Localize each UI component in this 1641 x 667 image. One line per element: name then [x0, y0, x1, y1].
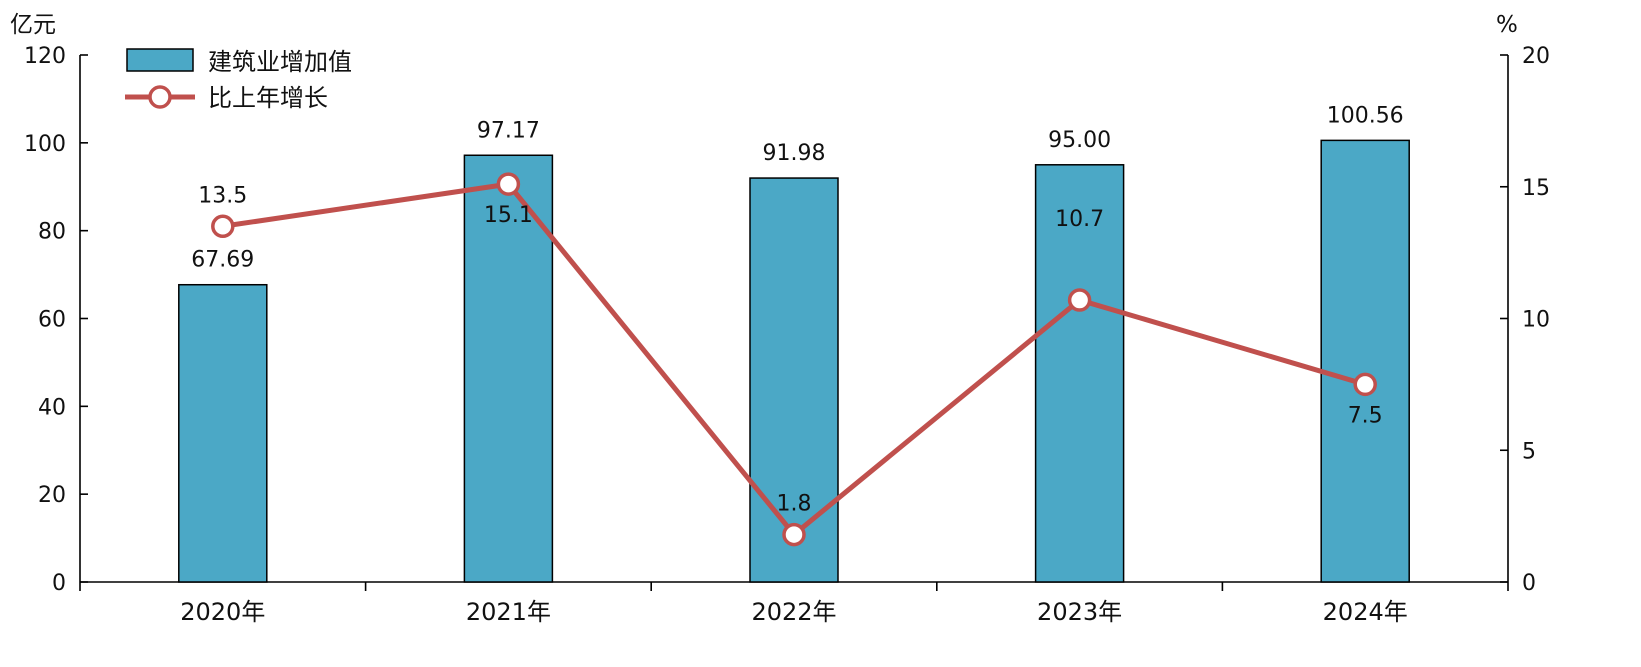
line-data-label: 1.8	[777, 492, 812, 517]
bar	[178, 283, 268, 583]
x-tick-label: 2023年	[1037, 598, 1122, 626]
right-y-tick-label: 5	[1522, 439, 1536, 464]
x-tick-label: 2020年	[180, 598, 265, 626]
left-y-tick-label: 60	[38, 308, 66, 333]
x-tick-label: 2022年	[751, 598, 836, 626]
line-data-label: 15.1	[484, 203, 533, 228]
left-y-tick-label: 0	[52, 571, 66, 596]
line-data-label: 7.5	[1348, 403, 1383, 428]
x-tick-label: 2021年	[466, 598, 551, 626]
bar-data-labels: 67.69 97.17 91.98 95.00 100.56	[191, 103, 1403, 272]
line-point	[1067, 288, 1092, 312]
line-point	[211, 214, 235, 239]
legend-line-label: 比上年增长	[208, 84, 328, 112]
left-y-tick-label: 100	[24, 132, 66, 157]
line-point	[1353, 372, 1377, 397]
right-y-tick-label: 20	[1522, 44, 1550, 69]
line-data-labels: 13.5 15.1 1.8 10.7 7.5	[198, 183, 1382, 516]
bar-series	[178, 139, 1410, 583]
bar-data-label: 100.56	[1327, 103, 1404, 128]
right-axis-unit: %	[1496, 12, 1518, 38]
legend-bar-swatch	[126, 48, 194, 72]
axes: 0 20 40 60 80 100 120 0 5 10 15 20 2020年 2021年 2022年 20…	[10, 12, 1550, 626]
bar-data-label: 97.17	[477, 118, 540, 143]
left-axis-unit: 亿元	[10, 12, 56, 38]
bar	[749, 177, 839, 583]
line-point	[496, 172, 521, 196]
left-y-tick-label: 40	[38, 395, 66, 420]
legend-bar-label: 建筑业增加值	[208, 48, 352, 76]
x-tick-label: 2024年	[1323, 598, 1408, 626]
left-y-tick-label: 20	[38, 483, 66, 508]
bar	[463, 154, 554, 583]
right-y-tick-label: 0	[1522, 571, 1536, 596]
line-point	[782, 522, 806, 547]
bar	[1034, 164, 1125, 583]
bar	[1320, 139, 1410, 583]
bar-data-label: 95.00	[1048, 128, 1111, 153]
right-y-tick-label: 15	[1522, 176, 1550, 201]
line-series	[211, 172, 1377, 547]
right-y-tick-label: 10	[1522, 308, 1550, 333]
legend-line-marker	[148, 85, 172, 109]
line-data-label: 10.7	[1055, 207, 1104, 232]
left-y-tick-label: 80	[38, 220, 66, 245]
line-data-label: 13.5	[198, 183, 247, 208]
left-y-tick-label: 120	[24, 44, 66, 69]
bar-data-label: 67.69	[191, 248, 254, 273]
bar-data-label: 91.98	[763, 141, 826, 166]
